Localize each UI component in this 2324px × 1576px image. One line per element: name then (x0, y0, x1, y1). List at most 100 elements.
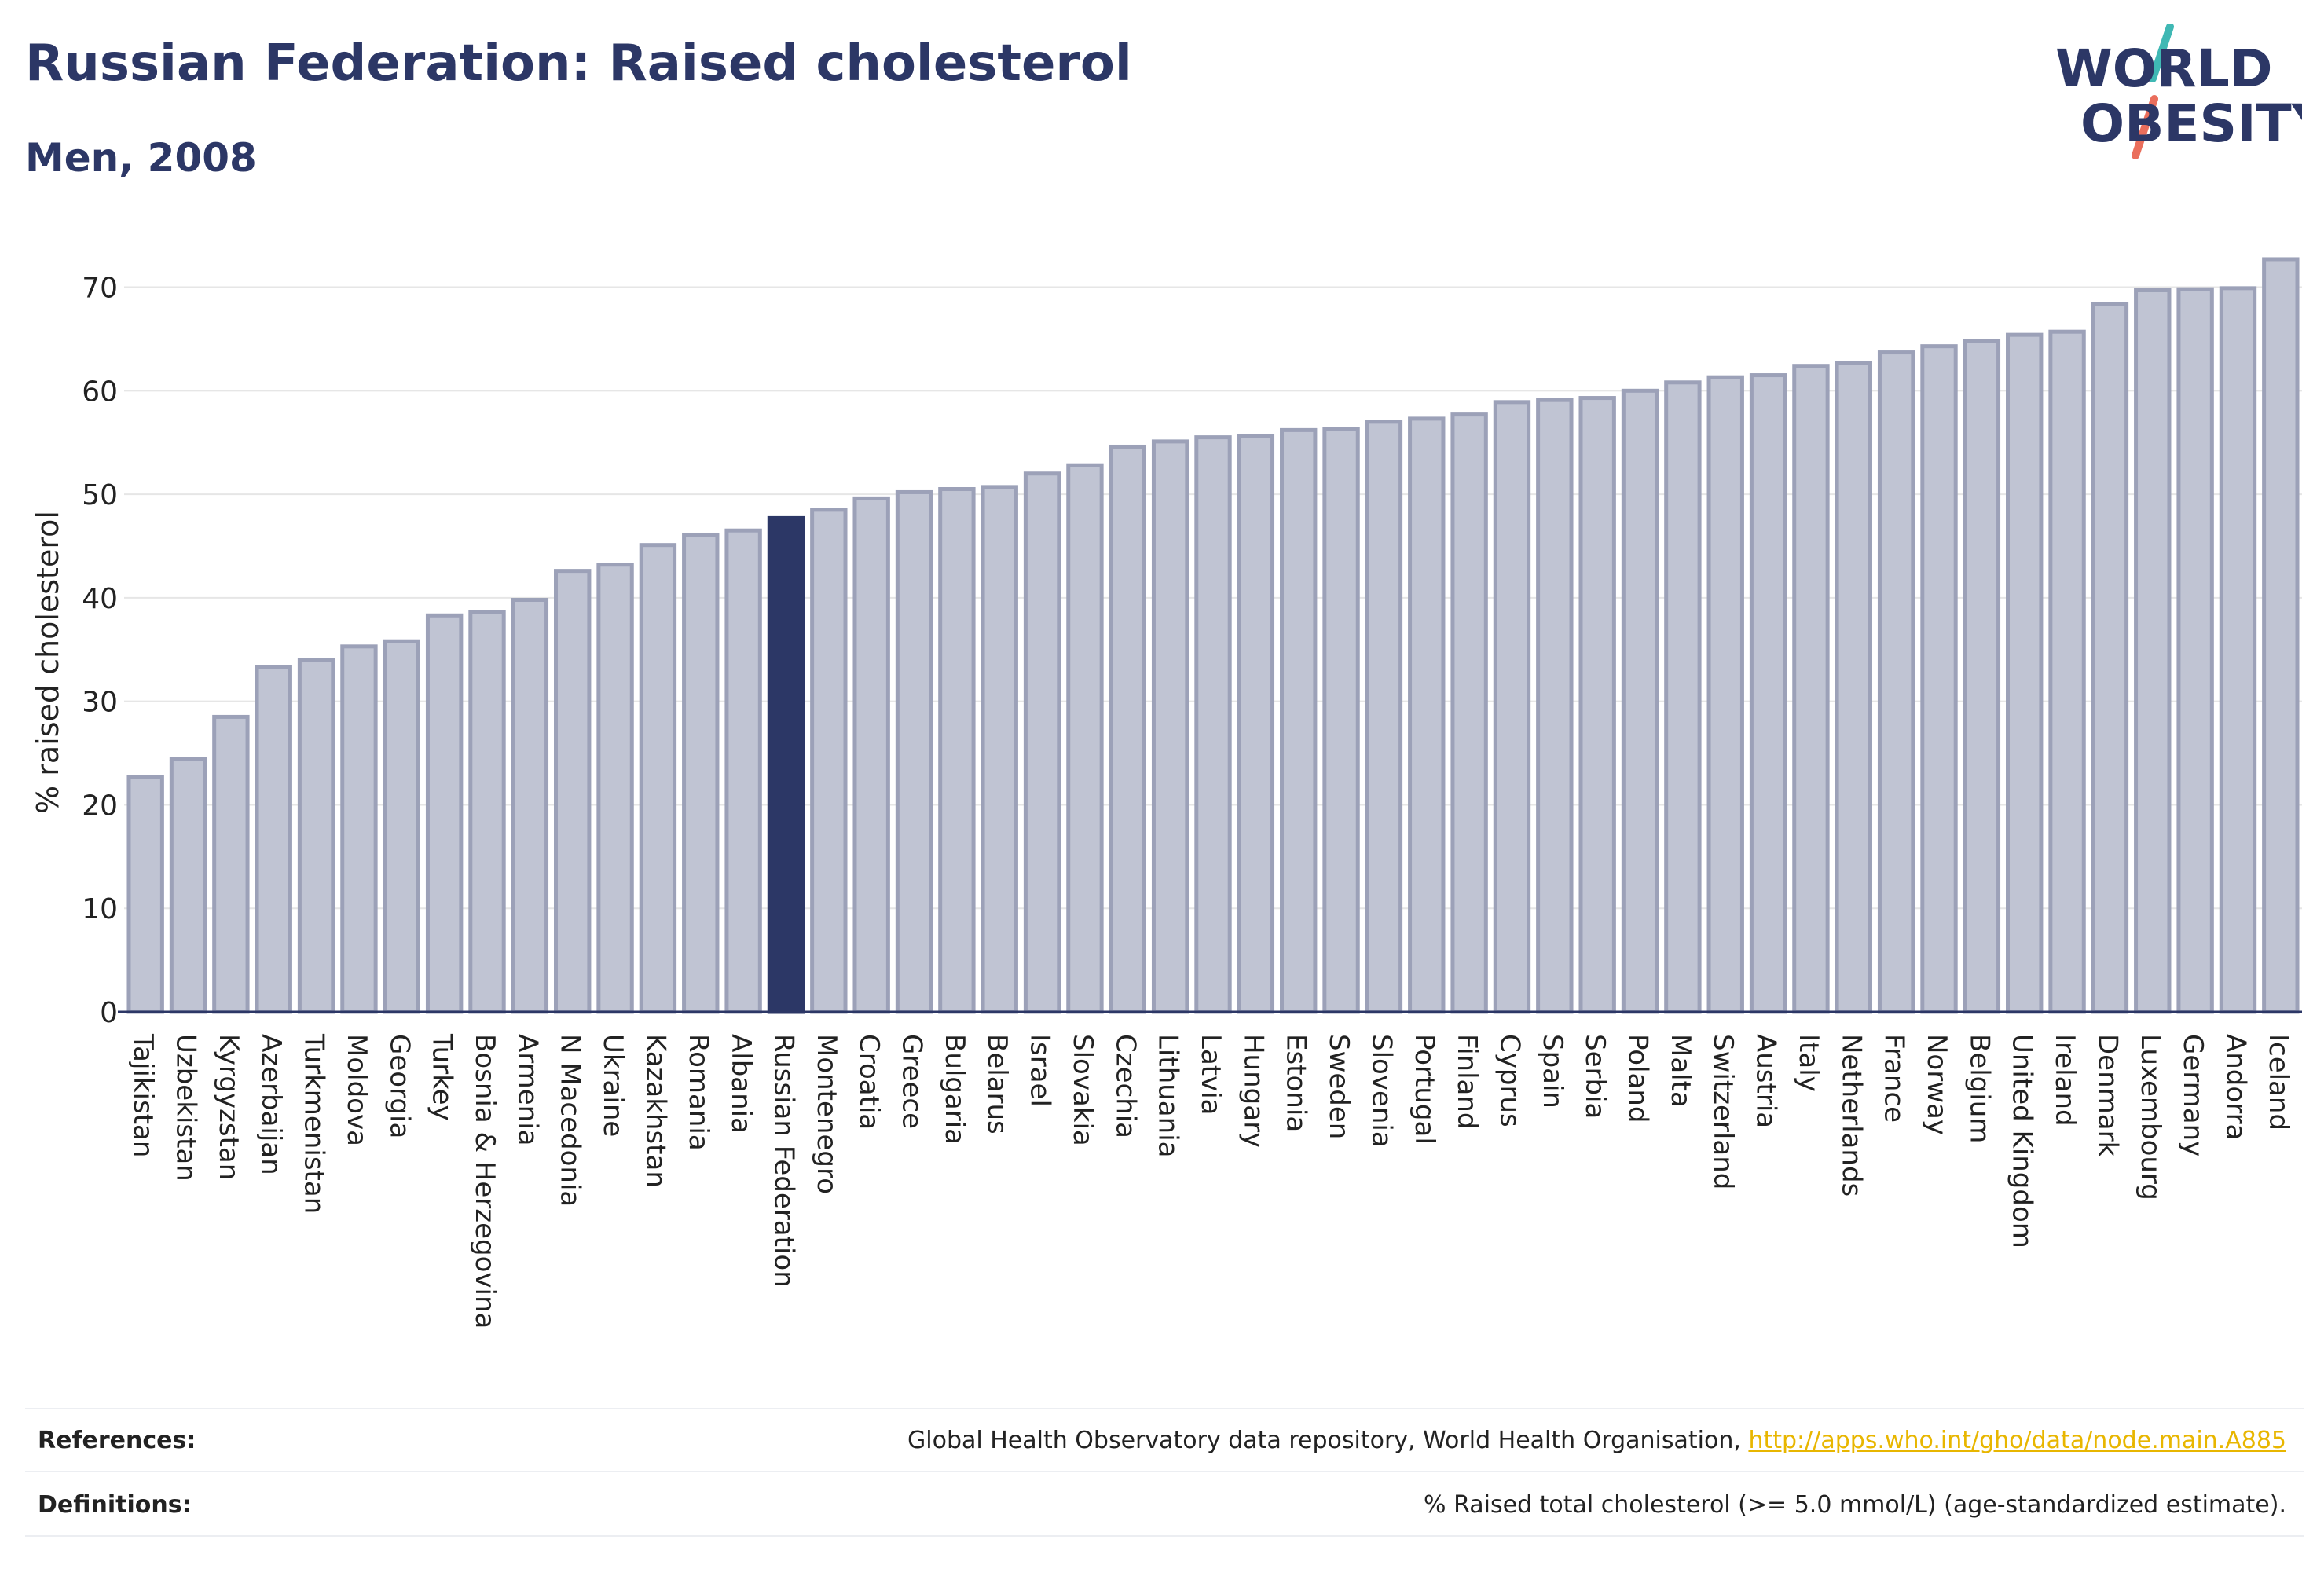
page-title: Russian Federation: Raised cholesterol (25, 35, 1132, 93)
bar (1536, 398, 1574, 1014)
bar (255, 665, 292, 1014)
bar (1493, 400, 1531, 1014)
bar (895, 489, 933, 1014)
bar (2091, 302, 2129, 1014)
bar (724, 528, 762, 1014)
x-tick-label: Turkmenistan (299, 1033, 330, 1214)
x-tick-label: Tajikistan (127, 1033, 159, 1157)
x-tick-label: Austria (1750, 1034, 1782, 1128)
bar (1280, 427, 1318, 1014)
x-tick-label: Luxembourg (2135, 1034, 2166, 1200)
x-tick-label: Italy (1793, 1034, 1824, 1092)
bar (297, 658, 335, 1014)
bar (2176, 287, 2214, 1014)
bar (2262, 257, 2300, 1014)
bar (1109, 444, 1146, 1014)
bar (383, 639, 420, 1014)
bar (1706, 375, 1744, 1014)
logo-word-world: WORLD (2055, 38, 2273, 99)
x-tick-label: Sweden (1323, 1034, 1354, 1139)
bar (1621, 388, 1659, 1014)
bar (2219, 286, 2257, 1014)
x-tick-label: Spain (1537, 1034, 1568, 1109)
x-tick-label: Turkey (427, 1033, 458, 1121)
y-tick-label: 60 (82, 376, 118, 408)
x-tick-label: Ireland (2049, 1034, 2080, 1127)
bar (212, 714, 250, 1014)
x-tick-label: Moldova (341, 1034, 372, 1146)
world-obesity-logo: WORLD OBESITY (2055, 24, 2302, 159)
x-tick-label: Denmark (2091, 1034, 2123, 1157)
y-tick-label: 30 (82, 687, 118, 719)
x-tick-label: Lithuania (1153, 1034, 1184, 1157)
y-tick-label: 10 (82, 893, 118, 925)
x-tick-label: Norway (1921, 1034, 1952, 1135)
x-tick-label: Albania (725, 1034, 757, 1134)
bars (126, 257, 2300, 1014)
x-tick-label: Russian Federation (768, 1034, 799, 1288)
footer-rule-middle (25, 1471, 2304, 1472)
x-tick-label: Andorra (2220, 1034, 2251, 1140)
bar (938, 487, 976, 1014)
x-tick-label: Montenegro (811, 1034, 842, 1194)
x-tick-label: Bulgaria (939, 1034, 970, 1145)
bar (1920, 344, 1958, 1014)
x-tick-label: Serbia (1579, 1034, 1611, 1119)
x-tick-label: Azerbaijan (255, 1034, 287, 1175)
x-tick-label: Uzbekistan (170, 1034, 202, 1182)
bar (2006, 332, 2044, 1014)
x-tick-label: Israel (1025, 1034, 1056, 1107)
x-tick-label: Iceland (2263, 1034, 2294, 1131)
y-tick-label: 0 (100, 997, 118, 1029)
bar (554, 569, 592, 1014)
bar (1194, 435, 1232, 1014)
bar (1578, 396, 1616, 1014)
references-link[interactable]: http://apps.who.int/gho/data/node.main.A… (1748, 1427, 2286, 1454)
x-tick-label: Malta (1665, 1034, 1696, 1108)
bar (1450, 412, 1488, 1014)
x-tick-label: Portugal (1409, 1034, 1440, 1145)
bar (767, 515, 805, 1014)
y-tick-label: 70 (82, 273, 118, 305)
logo-slash-top (2149, 24, 2174, 82)
footer-rule-bottom (25, 1535, 2304, 1537)
x-tick-label: Finland (1451, 1034, 1483, 1130)
x-tick-label: Belgium (1963, 1034, 1995, 1143)
bar (1151, 439, 1189, 1014)
bar-chart: 0 10 20 30 40 50 60 70 Tajikistan Uzbekistan Kyrg… (31, 257, 2302, 1329)
bar (468, 610, 506, 1014)
y-tick-label: 40 (82, 583, 118, 615)
bar (511, 598, 549, 1014)
x-tick-label: Germany (2177, 1034, 2209, 1156)
y-axis-label: % raised cholesterol (31, 511, 65, 814)
x-tick-label: Hungary (1237, 1034, 1269, 1148)
x-tick-label: Romania (683, 1034, 714, 1151)
logo-word-obesity: OBESITY (2080, 93, 2302, 154)
x-tick-label: Czechia (1109, 1034, 1141, 1138)
logo-slash-bottom (2132, 95, 2158, 159)
bar (340, 644, 378, 1014)
bar (981, 485, 1018, 1014)
page-subtitle: Men, 2008 (25, 135, 257, 181)
bar (2134, 288, 2172, 1014)
x-tick-label: Netherlands (1835, 1034, 1867, 1197)
bar (1792, 364, 1830, 1014)
x-tick-label: United Kingdom (2007, 1034, 2038, 1248)
x-tick-label: Georgia (383, 1034, 415, 1138)
x-tick-label: Kyrgyzstan (213, 1034, 244, 1180)
bar (1237, 434, 1275, 1014)
bar (1664, 380, 1702, 1014)
bar (1066, 463, 1104, 1014)
x-tick-label: Belarus (981, 1034, 1013, 1134)
x-tick-label: Greece (896, 1034, 928, 1129)
bar (639, 543, 677, 1014)
x-tick-label: Switzerland (1707, 1034, 1739, 1189)
x-tick-label: Latvia (1195, 1034, 1226, 1116)
bar (682, 532, 720, 1014)
references-source: Global Health Observatory data repositor… (907, 1427, 1749, 1454)
bar (1408, 416, 1446, 1014)
bar (1877, 350, 1915, 1014)
bar (852, 496, 890, 1014)
x-tick-label: Bosnia & Herzegovina (469, 1034, 500, 1329)
bar (2048, 329, 2086, 1014)
